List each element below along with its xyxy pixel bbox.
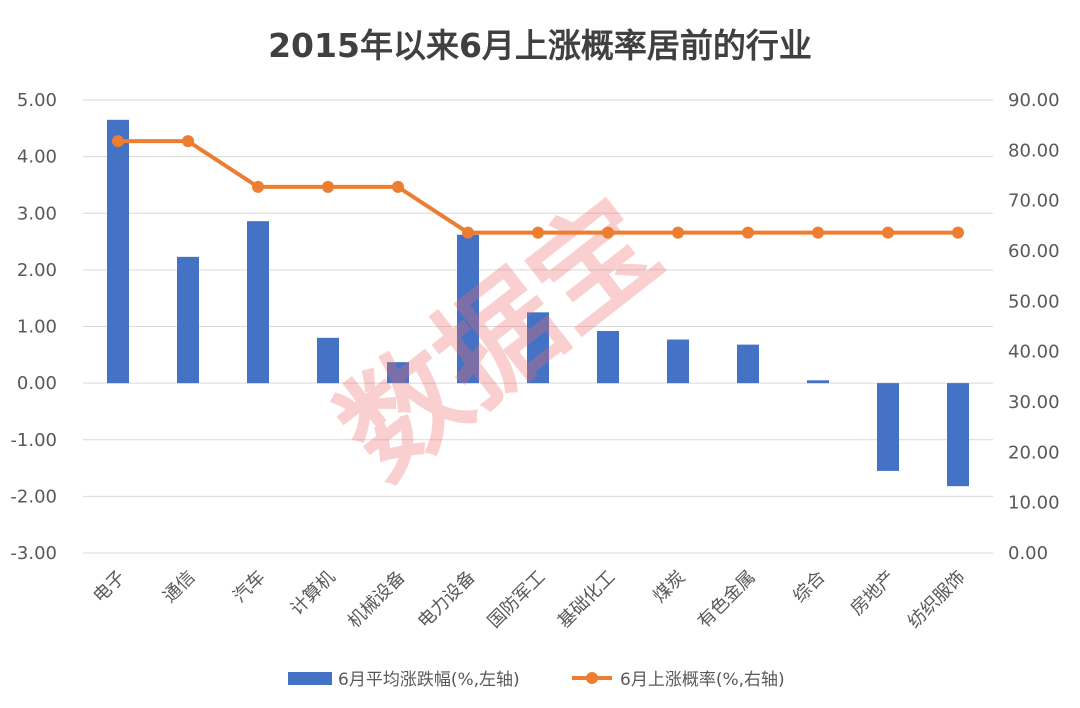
chart-title: 2015年以来6月上涨概率居前的行业 xyxy=(268,26,812,65)
right-tick-label: 80.00 xyxy=(1008,140,1060,161)
line-point xyxy=(812,226,824,239)
category-label: 电力设备 xyxy=(414,567,480,633)
right-tick-label: 60.00 xyxy=(1008,241,1060,262)
right-tick-label: 90.00 xyxy=(1008,90,1060,111)
legend-bar-swatch xyxy=(288,672,332,685)
bar xyxy=(597,331,619,384)
left-axis-ticks: -3.00 -2.00 -1.00 0.00 1.00 2.00 3.00 4.00 5.00 xyxy=(10,90,57,564)
legend-line-marker xyxy=(586,672,598,684)
left-tick-label: -1.00 xyxy=(10,430,57,451)
watermark: 数据宝 xyxy=(315,174,684,505)
line-point xyxy=(672,226,684,239)
category-label: 基础化工 xyxy=(554,567,620,633)
line-series xyxy=(112,135,964,239)
category-label: 纺织服饰 xyxy=(904,567,970,633)
left-tick-label: -2.00 xyxy=(10,486,57,507)
bar xyxy=(877,383,899,471)
right-tick-label: 30.00 xyxy=(1008,392,1060,413)
legend-line-label: 6月上涨概率(%,右轴) xyxy=(620,670,785,690)
legend: 6月平均涨跌幅(%,左轴) 6月上涨概率(%,右轴) xyxy=(288,670,785,690)
left-tick-label: 0.00 xyxy=(17,373,57,394)
left-tick-label: 3.00 xyxy=(17,203,57,224)
category-label: 有色金属 xyxy=(694,567,760,633)
line-point xyxy=(462,226,474,239)
bar xyxy=(317,337,339,384)
line-point xyxy=(392,180,404,193)
left-tick-label: 2.00 xyxy=(17,260,57,281)
category-label: 电子 xyxy=(89,567,129,607)
bar xyxy=(667,339,689,384)
bar xyxy=(387,362,409,384)
left-tick-label: 4.00 xyxy=(17,147,57,168)
line-point xyxy=(112,135,124,148)
category-label: 煤炭 xyxy=(649,567,689,607)
line-point xyxy=(252,180,264,193)
bar xyxy=(177,256,199,384)
right-tick-label: 50.00 xyxy=(1008,291,1060,312)
bar xyxy=(947,383,969,487)
right-axis-ticks: 0.00 10.00 20.00 30.00 40.00 50.00 60.00 70.00 8… xyxy=(1008,90,1060,564)
line-point xyxy=(882,226,894,239)
bar xyxy=(107,119,129,384)
bar xyxy=(807,380,829,384)
line-point xyxy=(532,226,544,239)
line-point xyxy=(952,226,964,239)
watermark-text: 数据宝 xyxy=(315,174,684,505)
left-tick-label: 5.00 xyxy=(17,90,57,111)
right-tick-label: 0.00 xyxy=(1008,543,1048,564)
legend-bar-label: 6月平均涨跌幅(%,左轴) xyxy=(338,670,520,690)
left-tick-label: -3.00 xyxy=(10,543,57,564)
line-path xyxy=(118,139,958,235)
right-tick-label: 70.00 xyxy=(1008,191,1060,212)
category-label: 国防军工 xyxy=(484,567,550,633)
bar xyxy=(247,221,269,384)
bar xyxy=(527,312,549,384)
category-label: 汽车 xyxy=(229,567,269,607)
right-tick-label: 10.00 xyxy=(1008,493,1060,514)
category-label: 房地产 xyxy=(847,567,900,620)
category-label: 通信 xyxy=(159,567,199,607)
bar xyxy=(457,234,479,384)
left-tick-label: 1.00 xyxy=(17,317,57,338)
category-label: 机械设备 xyxy=(344,567,410,633)
line-point xyxy=(602,226,614,239)
bar-series xyxy=(107,119,969,487)
line-point xyxy=(182,135,194,148)
bar xyxy=(737,344,759,384)
right-tick-label: 40.00 xyxy=(1008,342,1060,363)
right-tick-label: 20.00 xyxy=(1008,442,1060,463)
category-labels: 电子 通信 汽车 计算机 机械设备 电力设备 国防军工 基础化工 煤炭 有色金属 综合 房地产 纺织服饰 xyxy=(89,567,969,633)
category-label: 计算机 xyxy=(287,567,340,620)
line-point xyxy=(742,226,754,239)
category-label: 综合 xyxy=(789,567,829,607)
line-point xyxy=(322,180,334,193)
